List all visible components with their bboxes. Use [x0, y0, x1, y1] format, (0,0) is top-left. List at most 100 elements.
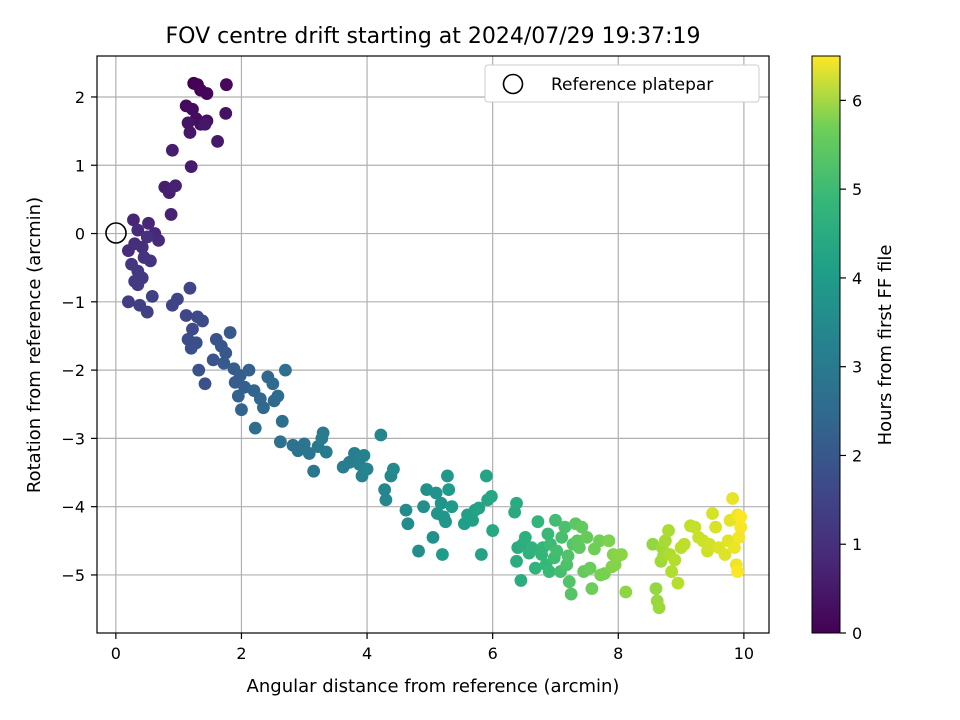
data-point [619, 585, 633, 599]
data-point [217, 356, 231, 370]
data-point [131, 278, 145, 292]
data-point [219, 78, 233, 92]
data-point [731, 565, 744, 578]
data-point [198, 117, 212, 131]
legend-label: Reference platepar [551, 75, 713, 95]
data-point [474, 548, 488, 561]
y-tick-label: −4 [61, 498, 85, 517]
data-point [379, 493, 393, 507]
x-tick-label: 10 [734, 644, 754, 663]
data-point [183, 126, 197, 139]
data-point [273, 435, 287, 449]
data-point [706, 507, 719, 520]
data-point [558, 520, 572, 534]
data-point [429, 486, 443, 500]
data-point [486, 524, 500, 537]
data-point [319, 445, 333, 459]
data-point [360, 462, 374, 476]
data-point [164, 208, 178, 221]
data-point [728, 541, 741, 555]
data-point [732, 531, 746, 544]
data-point [555, 531, 569, 544]
data-point [541, 527, 555, 541]
data-point [542, 565, 556, 578]
data-point [709, 520, 723, 534]
y-tick-label: −1 [61, 293, 85, 312]
legend-box [484, 64, 760, 103]
x-axis-ticks: 0 2 4 6 8 10 [111, 633, 754, 663]
data-point [602, 534, 616, 548]
y-axis-ticks: −5 −4 −3 −2 −1 0 1 2 [61, 88, 97, 585]
data-point [387, 462, 400, 476]
data-point [677, 537, 691, 551]
x-tick-label: 6 [488, 644, 498, 663]
data-point [688, 520, 702, 534]
data-point [525, 541, 539, 555]
data-point [472, 501, 486, 515]
data-point [562, 575, 576, 589]
data-point [165, 143, 179, 157]
data-point [531, 515, 545, 529]
data-point [135, 240, 149, 254]
data-point [734, 510, 748, 524]
data-point [439, 515, 452, 529]
data-point [170, 292, 184, 306]
y-tick-label: 0 [75, 225, 85, 244]
data-point [181, 116, 195, 130]
data-point [122, 295, 135, 309]
data-point [652, 601, 666, 615]
x-tick-label: 4 [362, 644, 372, 663]
y-tick-label: −2 [61, 361, 85, 380]
y-axis-label: Rotation from reference (arcmin) [24, 197, 45, 493]
data-points [122, 76, 748, 615]
data-point [186, 322, 199, 336]
colorbar-ticks: 0 1 2 3 4 5 6 [840, 91, 862, 643]
data-point [580, 531, 594, 544]
data-point [550, 544, 564, 558]
data-point [436, 548, 449, 561]
data-point [131, 223, 145, 237]
colorbar-tick-label: 0 [852, 624, 862, 643]
colorbar-tick-label: 3 [852, 358, 862, 377]
data-point [198, 377, 212, 391]
data-point [257, 401, 270, 415]
x-tick-label: 0 [111, 644, 121, 663]
data-point [668, 553, 682, 567]
data-point [412, 544, 425, 558]
data-point [671, 576, 685, 590]
data-point [192, 363, 206, 377]
data-point [718, 548, 732, 561]
data-point [615, 548, 628, 561]
data-point [466, 513, 479, 527]
data-point [357, 449, 371, 462]
chart-title: FOV centre drift starting at 2024/07/29 … [166, 24, 701, 49]
data-point [479, 469, 493, 483]
data-point [434, 496, 448, 510]
data-point [442, 483, 456, 497]
data-point [140, 305, 154, 319]
plot-frame [96, 55, 770, 634]
data-point [315, 431, 329, 445]
data-point [211, 134, 224, 148]
data-point [143, 254, 157, 268]
data-point [184, 341, 198, 355]
colorbar-tick-label: 5 [852, 180, 862, 199]
data-point [248, 421, 262, 435]
data-point [223, 326, 237, 339]
data-point [401, 517, 415, 531]
data-point [549, 513, 562, 527]
data-point [200, 87, 214, 100]
data-point [145, 289, 159, 303]
data-point [127, 213, 140, 227]
data-point [649, 582, 663, 596]
colorbar-tick-label: 4 [852, 269, 862, 288]
data-point [183, 281, 197, 295]
data-point [572, 541, 586, 555]
data-point [378, 483, 392, 497]
data-point [196, 314, 209, 328]
data-point [510, 554, 523, 568]
colorbar-label: Hours from first FF file [875, 245, 896, 446]
x-tick-label: 8 [613, 644, 623, 663]
data-point [307, 464, 321, 478]
colorbar [811, 55, 841, 634]
